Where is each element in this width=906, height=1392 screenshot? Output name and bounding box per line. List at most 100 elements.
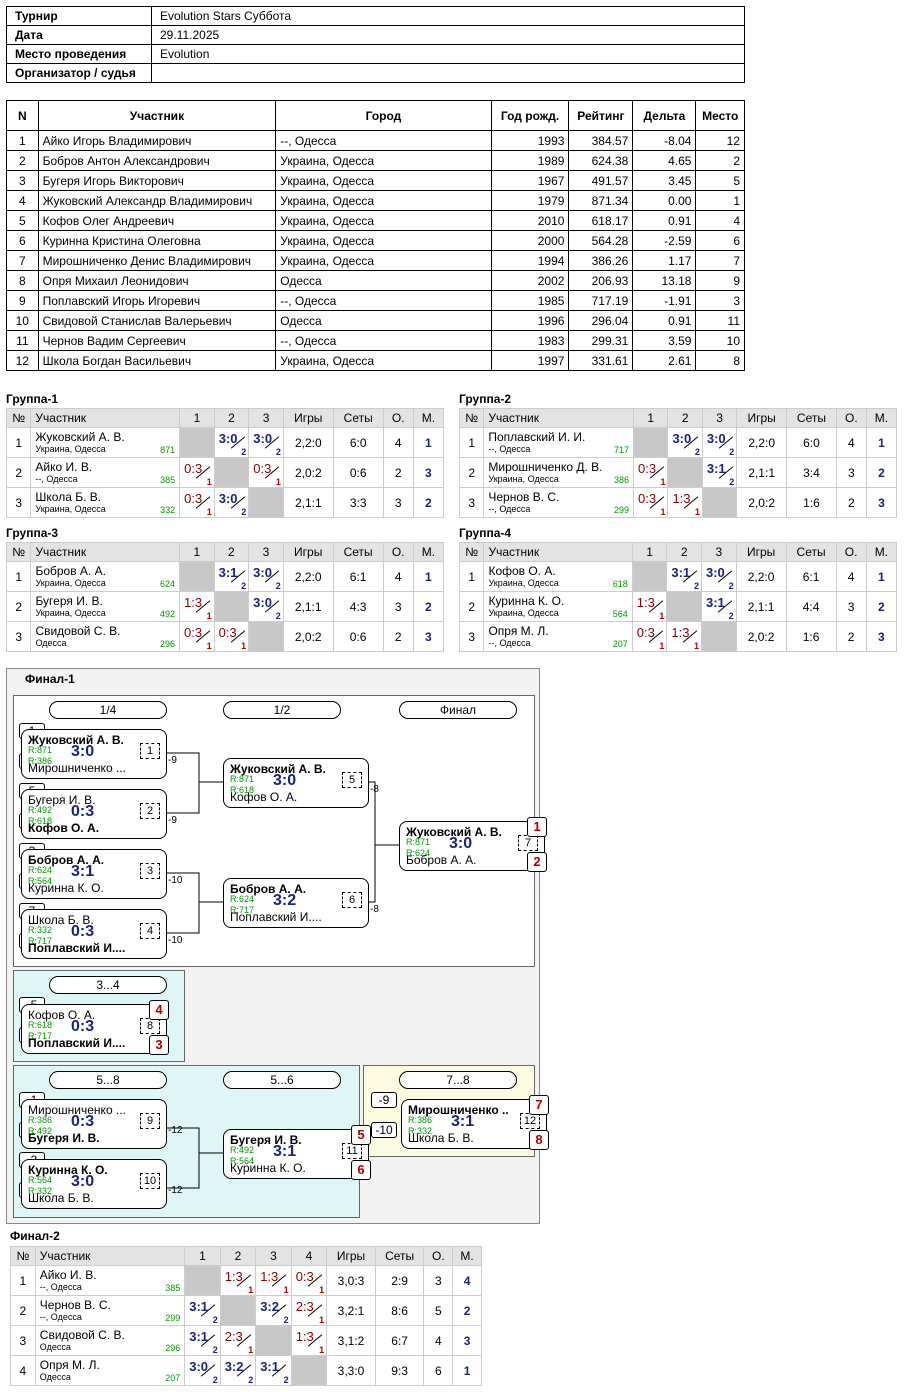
match-score: 1:3 <box>224 1269 243 1284</box>
player-rating: 299 <box>165 1313 181 1323</box>
points: 4 <box>382 427 414 458</box>
column-header: 3 <box>255 1246 292 1266</box>
score-cell: 3:0 2 <box>184 1355 221 1386</box>
match-score: 3:0 <box>218 431 238 446</box>
rating-b: R:564 <box>230 1156 255 1166</box>
sets: 9:3 <box>374 1355 425 1386</box>
match-score: 3:0 <box>218 491 238 506</box>
match-number: 12 <box>520 1113 540 1129</box>
column-header: № <box>5 542 32 562</box>
score-cell: 3:1 2 <box>213 561 250 592</box>
points: 3 <box>835 457 867 488</box>
player-b: Поплавский И.... <box>230 910 322 924</box>
column-header: 1 <box>631 542 668 562</box>
place: 2 <box>412 591 445 622</box>
participant-cell: 0.91 <box>632 210 697 231</box>
sets: 1:6 <box>786 487 837 518</box>
row-number: 1 <box>458 561 485 592</box>
final-place-b: 8 <box>529 1130 549 1150</box>
match-points: 2 <box>728 581 734 591</box>
match-score: 3:0 <box>706 431 726 446</box>
player-cell: Айко И. В. --, Одесса 385 <box>34 1265 186 1296</box>
match-points: 2 <box>241 447 247 457</box>
group-2-title: Группа-2 <box>459 392 512 406</box>
match-points: 1 <box>248 1345 254 1355</box>
empty-cell <box>213 591 250 622</box>
player-a: Бобров А. А. <box>230 882 307 896</box>
match-points: 1 <box>659 641 665 651</box>
player-a: Мирошниченко ... <box>28 1103 126 1117</box>
column-header: 1 <box>179 408 215 428</box>
player-name: Чернов В. С. <box>39 1298 111 1312</box>
participant-cell: 2.61 <box>632 350 697 371</box>
participant-cell: Чернов Вадим Сергеевич <box>37 330 277 351</box>
empty-cell <box>701 621 737 652</box>
games: 2,1:1 <box>735 591 787 622</box>
participant-cell: 3.45 <box>632 170 697 191</box>
score-cell: 0:3 1 <box>179 457 215 488</box>
sets: 6:1 <box>332 561 384 592</box>
player-cell: Опря М. Л. Одесса 207 <box>34 1355 186 1386</box>
points: 3 <box>382 591 414 622</box>
final-place-b: 6 <box>351 1160 371 1180</box>
match-points: 2 <box>729 477 735 487</box>
match-box: Бугеря И. В. R:492 R:564 3:1 11 Куринна К. О. <box>223 1129 369 1179</box>
loser-seed: -10 <box>371 1122 397 1138</box>
games: 2,2:0 <box>735 561 787 592</box>
match-score: 0:3 <box>184 491 203 506</box>
sets: 0:6 <box>332 621 384 652</box>
match-points: 1 <box>241 641 247 651</box>
player-city: Украина, Одесса <box>35 608 106 618</box>
sets: 3:4 <box>786 457 837 488</box>
match-score: 3:1 <box>706 461 726 476</box>
player-cell: Айко И. В. --, Одесса 385 <box>30 457 181 488</box>
match-score: 3:2 <box>273 892 297 909</box>
games: 3,0:3 <box>326 1265 376 1296</box>
player-rating: 296 <box>159 639 176 649</box>
match-score: 0:3 <box>71 1113 95 1130</box>
participant-cell: -2.59 <box>632 230 697 251</box>
column-header: Сеты <box>374 1246 425 1266</box>
participant-cell: 7 <box>6 250 39 271</box>
participant-cell: 1989 <box>490 150 570 171</box>
player-city: Украина, Одесса <box>488 608 559 618</box>
match-score: 0:3 <box>218 625 237 640</box>
match-points: 2 <box>241 507 247 517</box>
player-b: Школа Б. В. <box>28 1191 94 1205</box>
match-points: 2 <box>248 1375 254 1385</box>
participant-row: 4 Жуковский Александр Владимирович Украина… <box>6 190 745 211</box>
games: 3,2:1 <box>326 1295 376 1326</box>
player-b: Поплавский И.... <box>28 1036 126 1050</box>
final-2-row: 2 Чернов В. С. --, Одесса 299 3:1 2 3:2 2 2:3 1 3,… <box>10 1295 482 1326</box>
empty-cell <box>290 1355 328 1386</box>
match-score: 3:0 <box>189 1359 209 1374</box>
column-header: 3 <box>701 542 737 562</box>
row-number: 2 <box>5 457 32 488</box>
group-row: 1 Бобров А. А. Украина, Одесса 624 3:1 2 3:0 2 2… <box>5 561 445 592</box>
player-name: Чернов В. С. <box>488 490 560 504</box>
player-rating: 871 <box>160 445 176 455</box>
round-label-5-8: 5...8 <box>49 1071 167 1089</box>
group-row: 2 Мирошниченко Д. В. Украина, Одесса 386 0:3… <box>458 457 898 488</box>
participant-cell: Одесса <box>275 310 492 331</box>
column-header: № <box>10 1246 36 1266</box>
match-score: 0:3 <box>184 625 203 640</box>
participant-cell: --, Одесса <box>275 130 492 151</box>
player-city: Украина, Одесса <box>35 444 106 454</box>
final-1-title: Финал-1 <box>25 672 75 686</box>
score-cell: 0:3 1 <box>631 621 668 652</box>
rating-b: R:332 <box>28 1186 53 1196</box>
group-header-row: № Участник 1 2 3 Игры Сеты О. М. <box>458 408 898 428</box>
participant-cell: Кофов Олег Андреевич <box>37 210 277 231</box>
group-header-row: № Участник 1 2 3 Игры Сеты О. М. <box>458 542 898 562</box>
group-3-table: № Участник 1 2 3 Игры Сеты О. М. 1 Бобров А. А. Укр… <box>5 542 445 652</box>
info-value: Evolution <box>151 44 745 64</box>
final-2-row: 3 Свидовой С. В. Одесса 296 3:1 2 2:3 1 1:3 1 3,1:… <box>10 1325 482 1356</box>
score-cell: 3:0 2 <box>701 427 738 458</box>
participant-row: 11 Чернов Вадим Сергеевич --, Одесса 1983 29… <box>6 330 745 351</box>
score-cell: 3:1 2 <box>184 1325 221 1356</box>
match-points: 1 <box>319 1315 325 1325</box>
player-city: --, Одесса <box>39 1282 82 1292</box>
player-name: Айко И. В. <box>35 460 93 474</box>
participant-cell: 1994 <box>490 250 570 271</box>
